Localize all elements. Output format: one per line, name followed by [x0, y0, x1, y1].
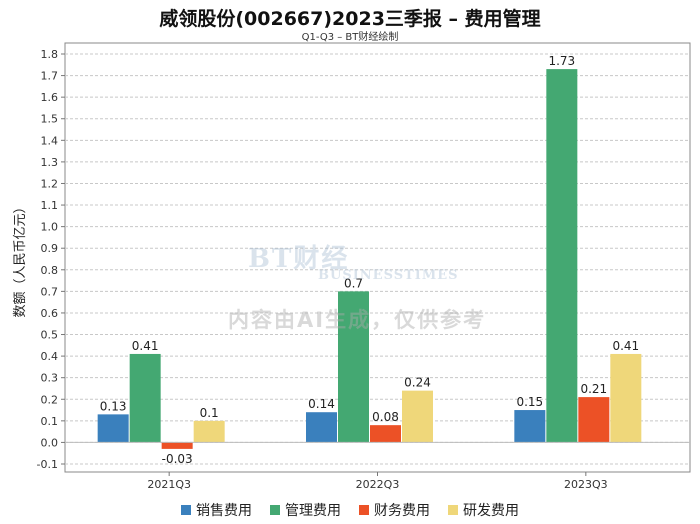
bar	[193, 420, 225, 443]
y-tick-label: 1.4	[41, 134, 59, 147]
y-tick-label: 0.4	[41, 350, 59, 363]
y-tick-label: 1.6	[41, 91, 59, 104]
bar	[129, 353, 161, 443]
y-tick-label: 1.1	[41, 199, 59, 212]
legend-item-finance: 财务费用	[359, 500, 430, 520]
legend-swatch	[359, 505, 369, 515]
data-label: 0.15	[516, 395, 543, 409]
legend-label: 管理费用	[285, 503, 341, 519]
y-axis-label: 数额（人民币亿元）	[13, 200, 28, 317]
legend-swatch	[270, 505, 280, 515]
watermark-brand: BT财经	[248, 244, 350, 274]
bar	[514, 410, 546, 443]
y-tick-label: 1.7	[41, 70, 59, 83]
y-tick-label: 0.5	[41, 329, 59, 342]
data-label: -0.03	[162, 452, 193, 466]
bar	[546, 69, 578, 443]
bar	[338, 291, 369, 443]
data-label: 0.08	[372, 410, 399, 424]
data-label: 0.14	[308, 397, 335, 411]
y-tick-label: 0.6	[41, 307, 59, 320]
y-tick-label: 1.5	[41, 113, 59, 126]
y-tick-label: 0.8	[41, 264, 59, 277]
legend-label: 研发费用	[463, 503, 519, 519]
chart-subtitle: Q1-Q3 – BT财经绘制	[301, 32, 399, 43]
y-tick-label: -0.1	[37, 458, 58, 471]
data-label: 0.41	[612, 339, 639, 353]
y-tick-label: 1.0	[41, 221, 59, 234]
chart-legend: 销售费用 管理费用 财务费用 研发费用	[0, 500, 700, 520]
data-label: 0.21	[580, 382, 607, 396]
y-tick-label: 1.3	[41, 156, 59, 169]
bar	[578, 397, 610, 443]
bar	[402, 390, 433, 443]
y-tick-label: 0.0	[41, 436, 59, 449]
data-label: 0.41	[132, 339, 159, 353]
x-tick-label: 2023Q3	[564, 478, 608, 491]
data-label: 0.24	[404, 376, 431, 390]
data-label: 1.73	[548, 54, 575, 68]
bar	[97, 414, 129, 443]
watermark-ai-notice: 内容由AI生成，仅供参考	[228, 308, 487, 332]
legend-item-rnd: 研发费用	[448, 500, 519, 520]
y-tick-label: 1.2	[41, 177, 59, 190]
bar	[161, 442, 193, 449]
legend-label: 财务费用	[374, 503, 430, 519]
data-label: 0.1	[200, 406, 219, 420]
x-tick-label: 2022Q3	[356, 478, 400, 491]
legend-swatch	[448, 505, 458, 515]
data-label: 0.13	[100, 399, 127, 413]
legend-label: 销售费用	[196, 503, 252, 519]
legend-item-sales: 销售费用	[181, 500, 252, 520]
legend-swatch	[181, 505, 191, 515]
y-tick-label: 0.3	[41, 372, 59, 385]
y-tick-label: 1.8	[41, 48, 59, 61]
data-label: 0.7	[344, 276, 363, 290]
legend-item-admin: 管理费用	[270, 500, 341, 520]
y-tick-label: 0.7	[41, 285, 59, 298]
y-tick-label: 0.1	[41, 415, 59, 428]
bar	[370, 425, 401, 443]
y-tick-label: 0.2	[41, 393, 59, 406]
bar	[610, 353, 642, 443]
x-tick-label: 2021Q3	[147, 478, 191, 491]
bar	[306, 412, 337, 443]
y-tick-label: 0.9	[41, 242, 59, 255]
watermark-brand-sub: BUSINESSTIMES	[318, 268, 459, 283]
chart-title: 威领股份(002667)2023三季报 – 费用管理	[159, 8, 541, 30]
